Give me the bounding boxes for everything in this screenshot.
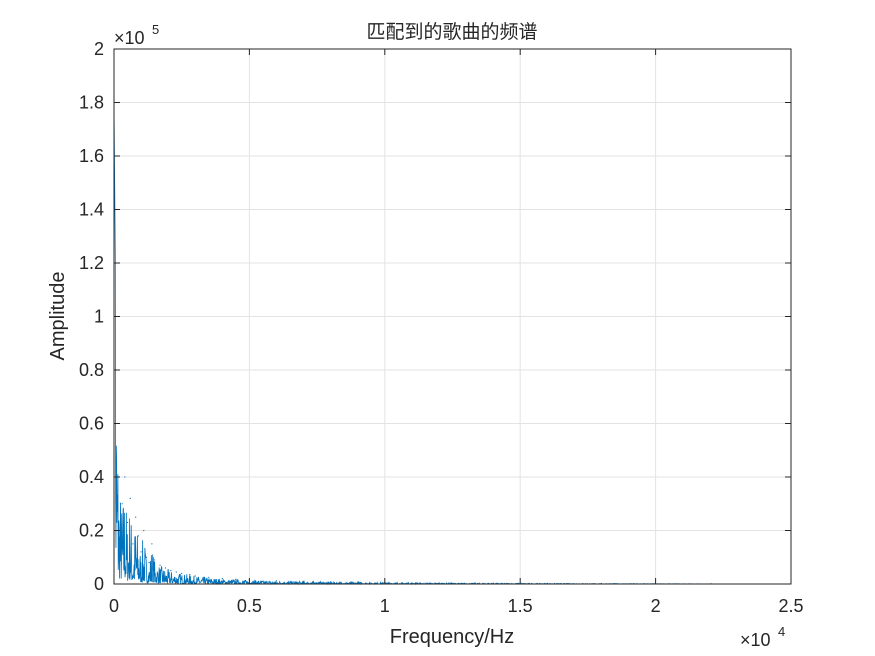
y-tick-labels: 0 0.2 0.4 0.6 0.8 1 1.2 1.4 1.6 1.8 2 <box>79 39 104 594</box>
y-axis-label: Amplitude <box>47 272 69 361</box>
svg-text:×10: ×10 <box>740 630 771 650</box>
spectrum-data-point <box>175 571 177 573</box>
y-tick-label: 1.4 <box>79 200 104 220</box>
y-tick-label: 0.6 <box>79 414 104 434</box>
spectrum-data-point <box>438 582 440 584</box>
spectrum-data-point <box>357 581 359 583</box>
y-tick-label: 1.2 <box>79 253 104 273</box>
spectrum-data-point <box>126 521 129 524</box>
spectrum-data-point <box>129 497 131 499</box>
y-tick-label: 0.8 <box>79 360 104 380</box>
x-axis-multiplier: ×10 4 <box>740 624 785 650</box>
spectrum-data-point <box>208 576 210 578</box>
x-tick-label: 1.5 <box>508 596 533 616</box>
y-tick-label: 1.8 <box>79 93 104 113</box>
x-tick-label: 2.5 <box>778 596 803 616</box>
spectrum-data-point <box>330 581 332 583</box>
x-tick-label: 0 <box>109 596 119 616</box>
spectrum-data-point <box>159 564 161 566</box>
spectrum-data-point <box>140 551 142 553</box>
y-tick-label: 0 <box>94 574 104 594</box>
svg-text:4: 4 <box>778 624 785 639</box>
x-tick-labels: 0 0.5 1 1.5 2 2.5 <box>109 596 804 616</box>
y-tick-label: 2 <box>94 39 104 59</box>
svg-text:5: 5 <box>152 22 159 37</box>
y-tick-label: 0.2 <box>79 521 104 541</box>
spectrum-data-point <box>132 543 134 545</box>
x-tick-label: 0.5 <box>237 596 262 616</box>
spectrum-data-point <box>154 559 156 561</box>
spectrum-data-point <box>189 574 191 576</box>
spectrum-data-point <box>135 516 137 518</box>
grid-lines <box>113 48 792 585</box>
spectrum-data-point <box>275 580 278 582</box>
spectrum-data-point <box>143 529 145 532</box>
y-tick-label: 1 <box>94 307 104 327</box>
y-tick-label: 0.4 <box>79 467 104 487</box>
spectrum-data-point <box>181 572 183 574</box>
tick-marks <box>113 48 792 585</box>
spectrum-data-point <box>221 578 223 580</box>
x-tick-label: 1 <box>380 596 390 616</box>
spectrum-data-point <box>137 535 139 537</box>
spectrum-data-point <box>170 570 172 572</box>
x-tick-label: 2 <box>651 596 661 616</box>
chart-title: 匹配到的歌曲的频谱 <box>366 21 537 43</box>
x-axis-label: Frequency/Hz <box>390 626 515 648</box>
spectrum-data-point <box>492 582 494 584</box>
spectrum-data-point <box>151 543 153 545</box>
svg-text:×10: ×10 <box>114 28 145 48</box>
spectrum-data-point <box>124 476 126 478</box>
spectrum-data-point <box>121 503 123 505</box>
spectrum-data-point <box>302 580 305 582</box>
spectrum-data-point <box>235 578 237 580</box>
spectrum-data-point <box>145 556 148 558</box>
y-tick-label: 1.6 <box>79 146 104 166</box>
spectrum-data-point <box>194 575 196 577</box>
spectrum-data-point <box>148 562 150 564</box>
spectrum-data-point <box>164 567 167 569</box>
y-axis-multiplier: ×10 5 <box>114 22 159 48</box>
